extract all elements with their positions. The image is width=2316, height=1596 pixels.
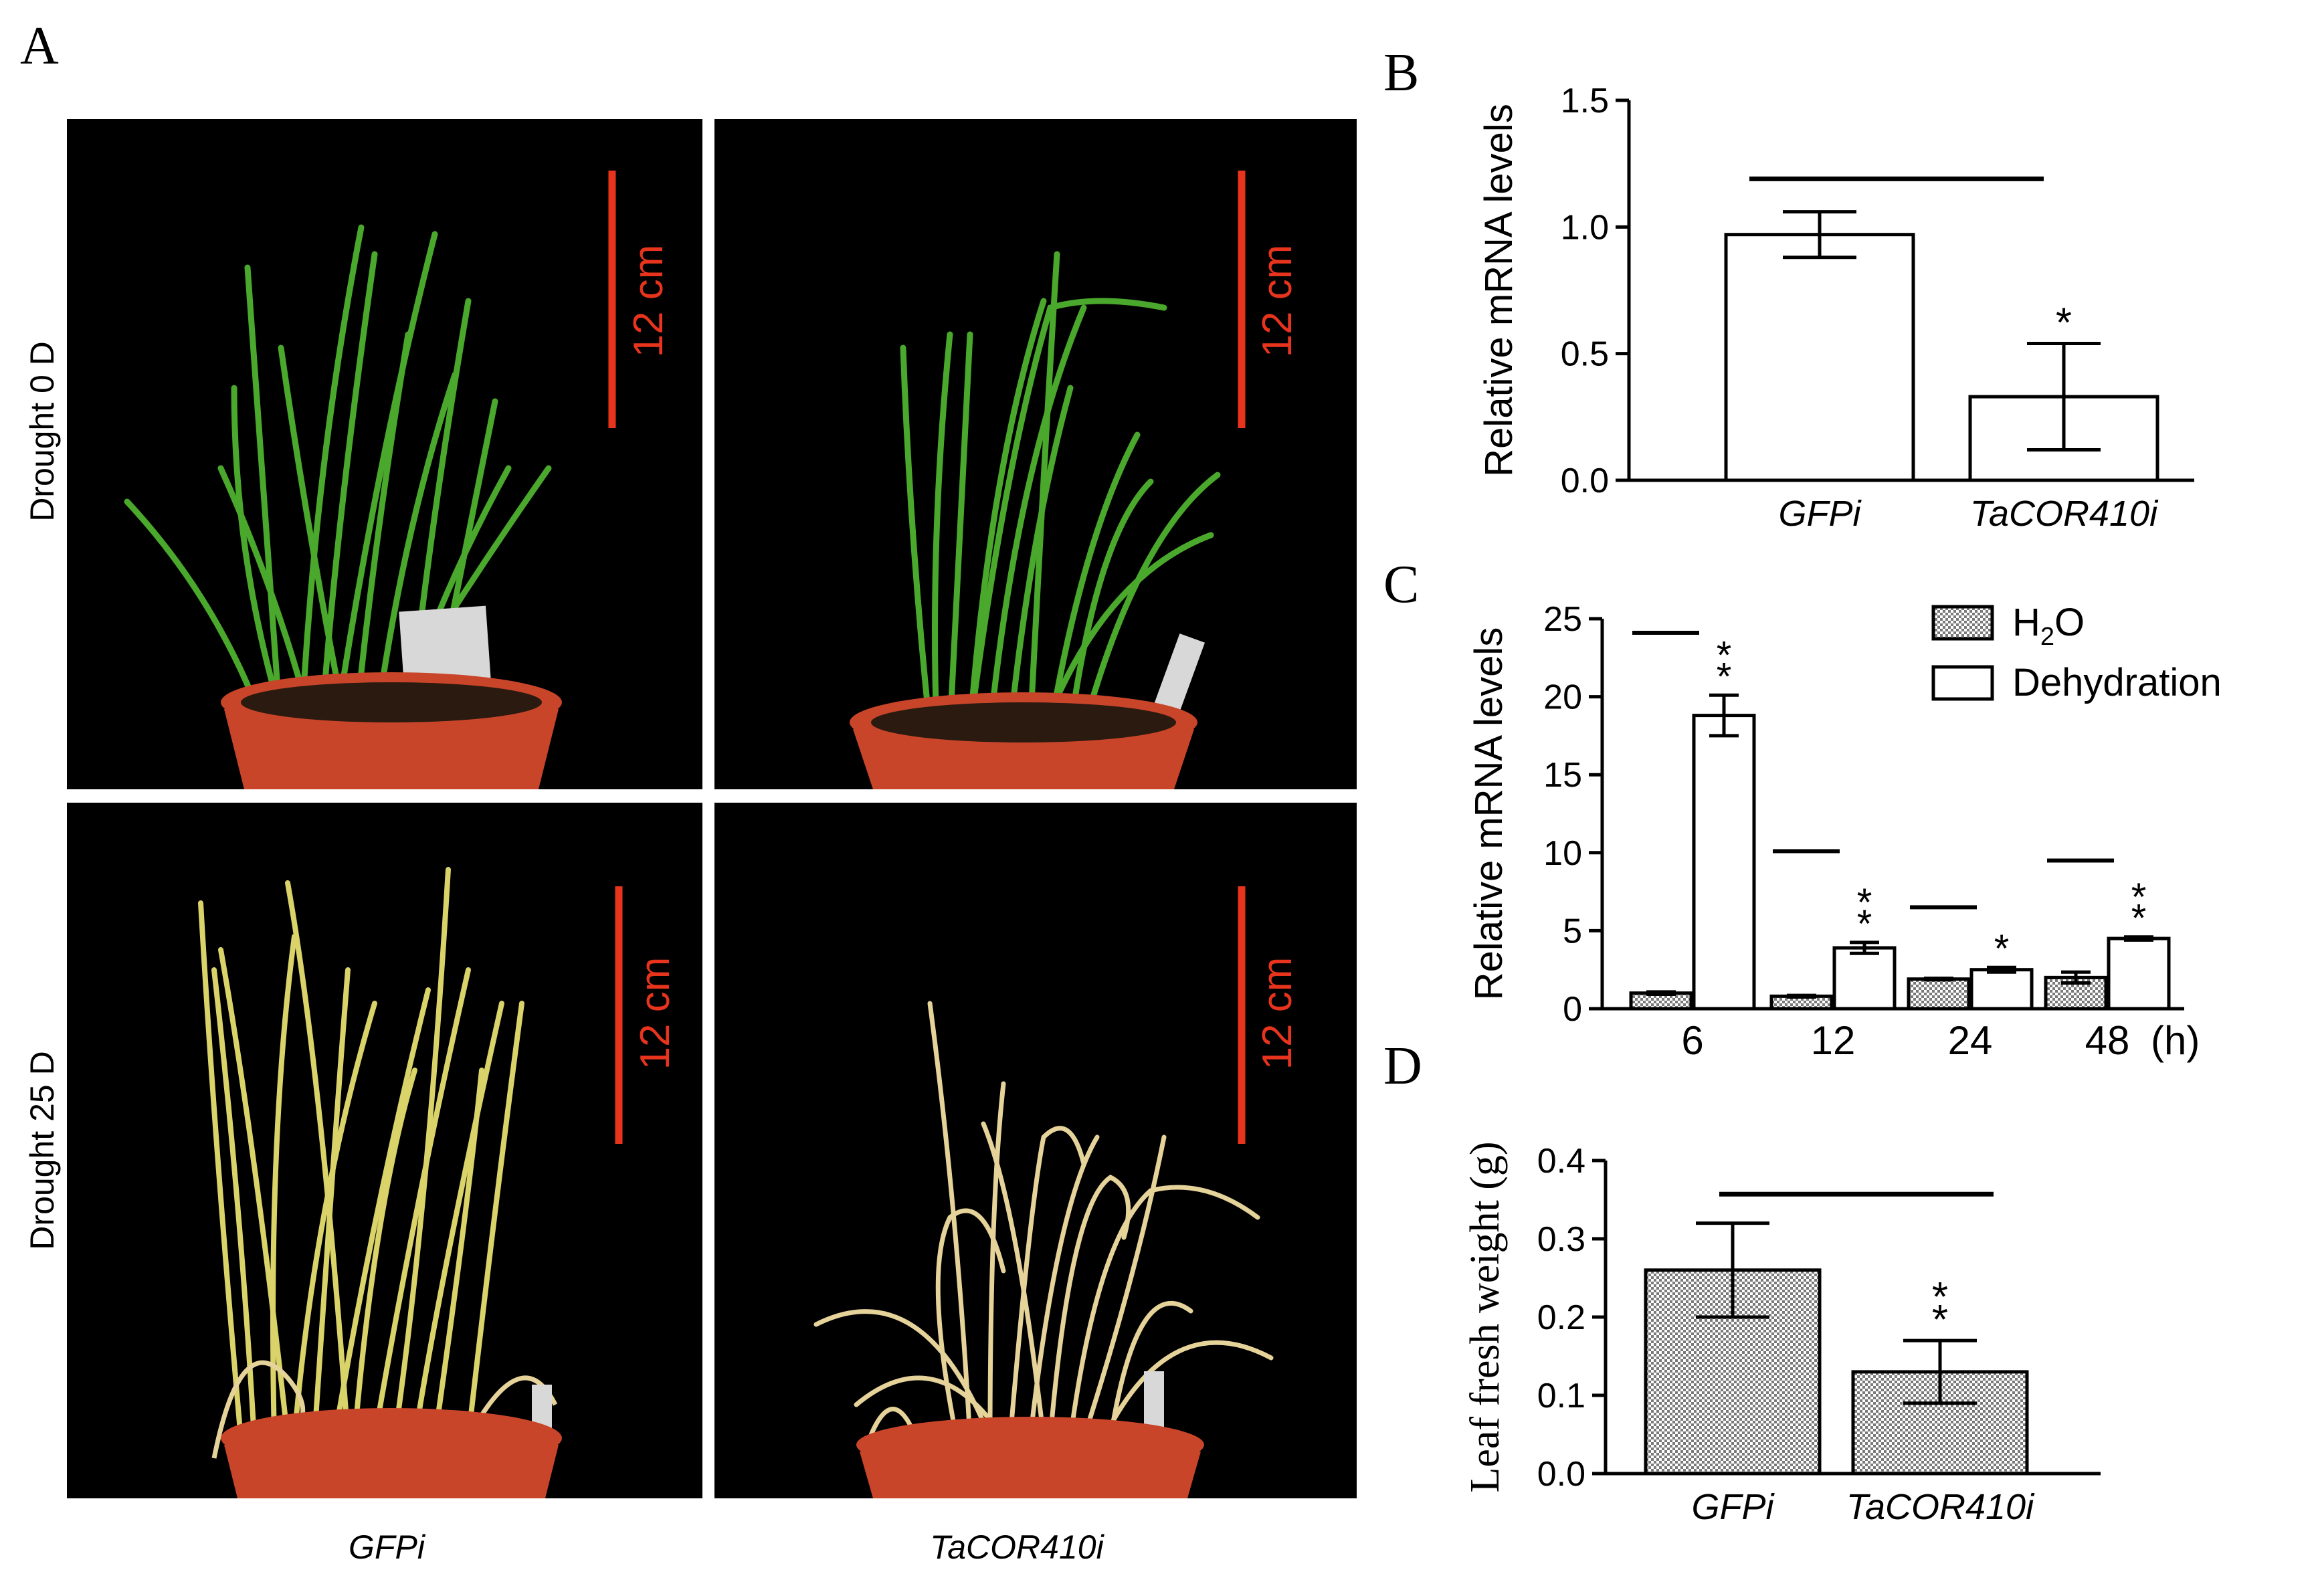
chart-d: 0.0 0.1 0.2 0.3 0.4 Leaf fresh weight (g) GFPi…: [1462, 1141, 2101, 1527]
pot-body: [860, 1452, 1201, 1498]
y-axis-label: Relative mRNA levels: [1477, 104, 1521, 477]
plant-label-tag: [399, 605, 491, 686]
green-leaves: [900, 251, 1221, 732]
bar-dehydration: [2107, 936, 2171, 1011]
y-tick-label: 0.4: [1537, 1142, 1585, 1181]
significance-star: *: [2131, 876, 2147, 919]
panel-letter-d: D: [1383, 1037, 1422, 1096]
x-tick-label: 6: [1681, 1018, 1703, 1063]
photo-drought25-tacor410i: 12 cm: [714, 803, 1357, 1498]
x-tick-label: 12: [1811, 1018, 1856, 1063]
panel-letter-a: A: [20, 17, 59, 76]
plant-label-tag: [1144, 1371, 1164, 1431]
y-tick-label: 0.0: [1561, 462, 1609, 500]
scale-bar-label: 12 cm: [632, 957, 678, 1070]
y-tick-label: 1.5: [1561, 82, 1609, 120]
significance-star: *: [1857, 902, 1872, 946]
pot-body: [224, 1445, 559, 1498]
pot-body: [224, 709, 559, 789]
scale-bar-label: 12 cm: [625, 245, 672, 358]
col-label-gfpi: GFPi: [349, 1528, 426, 1566]
legend-label-h2o: H2O: [2012, 601, 2085, 651]
significance-star: *: [2056, 300, 2072, 346]
significance-star: *: [1994, 927, 2010, 971]
pot-body: [853, 729, 1194, 789]
legend-h2o-tail: O: [2054, 601, 2085, 644]
significance-star: *: [1717, 633, 1732, 677]
x-tick-label: GFPi: [1778, 494, 1862, 534]
legend-label-dehydration: Dehydration: [2012, 661, 2222, 704]
chart-b: 0.0 0.5 1.0 1.5 Relative mRNA levels GFPi TaCO…: [1477, 82, 2194, 534]
y-tick-label: 25: [1543, 600, 1582, 639]
row-label-drought-0d: Drought 0 D: [23, 341, 61, 522]
x-tick-label: GFPi: [1691, 1487, 1775, 1527]
row-label-drought-25d: Drought 25 D: [23, 1051, 61, 1250]
x-axis-unit: (h): [2151, 1018, 2200, 1063]
bar-dehydration: [1969, 968, 2034, 1011]
x-tick-label: 48: [2085, 1018, 2130, 1063]
y-tick-label: 1.0: [1561, 208, 1609, 247]
y-tick-label: 10: [1543, 834, 1582, 873]
plant-label-tag: [1149, 633, 1205, 724]
y-tick-label: 20: [1543, 678, 1582, 717]
photo-drought0-tacor410i: 12 cm: [714, 119, 1357, 789]
y-tick-label: 0.2: [1537, 1298, 1585, 1337]
x-tick-label: TaCOR410i: [1846, 1487, 2035, 1527]
legend-h2o-sub: 2: [2040, 623, 2054, 651]
legend-swatch-h2o: [1931, 605, 1994, 641]
significance-star: *: [1857, 881, 1872, 924]
panel-letter-c: C: [1383, 555, 1419, 614]
col-label-tacor410i: TaCOR410i: [930, 1528, 1104, 1566]
dry-leaves: [198, 867, 524, 1441]
significance-star: *: [1717, 655, 1732, 698]
panel-letter-b: B: [1383, 43, 1419, 102]
significance-star: *: [1932, 1274, 1948, 1320]
y-tick-label: 0.1: [1537, 1377, 1585, 1415]
y-axis-label: Relative mRNA levels: [1467, 627, 1511, 1001]
x-tick-label: TaCOR410i: [1970, 494, 2159, 534]
bar-dehydration: [1692, 714, 1756, 1011]
significance-star: *: [2131, 897, 2147, 940]
bar-h2o: [1907, 977, 1971, 1011]
legend-swatch-dehydration: [1931, 665, 1994, 701]
y-axis-label: Leaf fresh weight (g): [1462, 1141, 1508, 1492]
y-tick-label: 5: [1563, 912, 1582, 951]
significance-star: *: [1932, 1297, 1948, 1343]
y-tick-label: 0: [1563, 990, 1582, 1029]
photo-drought0-gfpi: 12 cm: [67, 119, 702, 789]
bar-dehydration: [1832, 946, 1897, 1011]
x-tick-label: 24: [1948, 1018, 1993, 1063]
legend-h2o-h: H: [2012, 601, 2040, 644]
y-tick-label: 0.5: [1561, 335, 1609, 374]
bar: [1724, 233, 1915, 482]
scale-bar-label: 12 cm: [1254, 245, 1300, 358]
y-tick-label: 15: [1543, 756, 1582, 795]
bar: [1851, 1370, 2029, 1476]
y-tick-label: 0.0: [1537, 1455, 1585, 1494]
scale-bar-label: 12 cm: [1254, 957, 1300, 1070]
y-tick-label: 0.3: [1537, 1220, 1585, 1259]
photo-drought25-gfpi: 12 cm: [67, 803, 702, 1498]
